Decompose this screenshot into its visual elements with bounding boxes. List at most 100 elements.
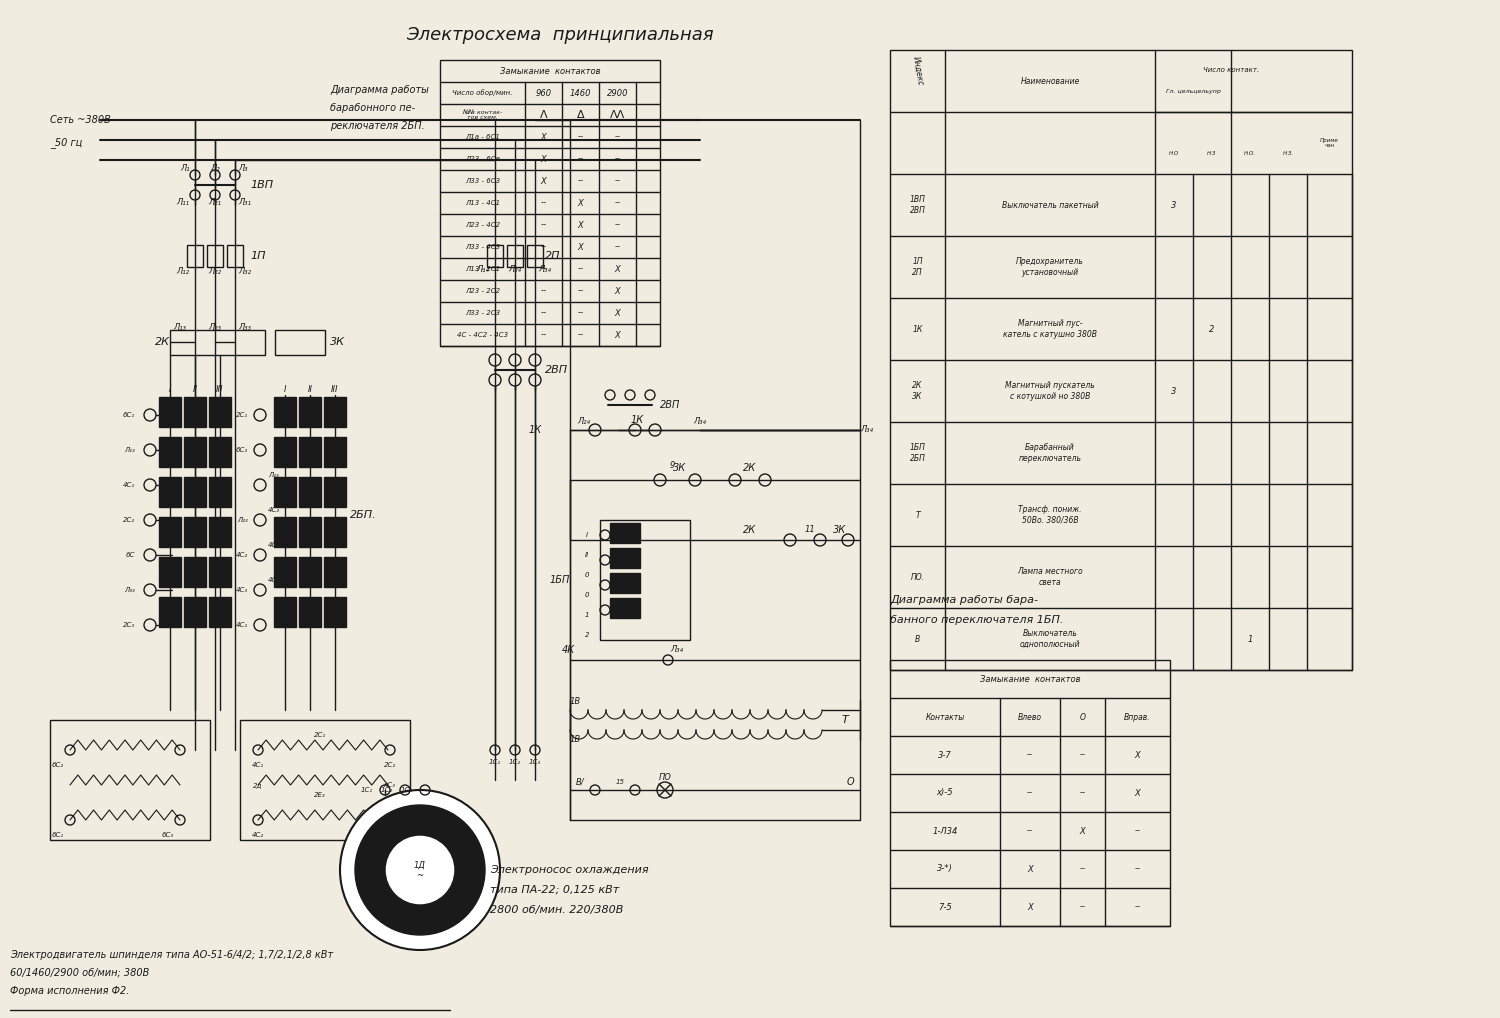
Text: Н.О.: Н.О.	[1244, 151, 1256, 156]
Text: 1ВП: 1ВП	[251, 180, 273, 190]
Bar	[274, 597, 296, 627]
Text: --: --	[1134, 903, 1140, 911]
Text: 2П: 2П	[544, 251, 561, 261]
Text: 3-*): 3-*)	[938, 864, 952, 873]
Text: T: T	[842, 715, 849, 725]
Text: 9: 9	[670, 460, 675, 469]
Text: Л33 - 4С3: Л33 - 4С3	[465, 244, 500, 250]
Bar	[610, 598, 640, 618]
Bar	[159, 597, 182, 627]
Text: --: --	[1028, 827, 1033, 836]
Text: х)-5: х)-5	[936, 789, 954, 797]
Text: 1К: 1К	[528, 425, 542, 435]
Bar	[184, 597, 206, 627]
Text: 1ВП
2ВП: 1ВП 2ВП	[909, 195, 926, 215]
Text: Л33 - 6С3: Л33 - 6С3	[465, 178, 500, 184]
Text: 4С₁: 4С₁	[252, 762, 264, 768]
Text: Л₂₁: Л₂₁	[209, 197, 222, 207]
Text: X: X	[1134, 750, 1140, 759]
Text: 2ВП: 2ВП	[544, 365, 568, 375]
Bar	[184, 557, 206, 587]
Text: Н.З.: Н.З.	[1282, 151, 1293, 156]
Text: --: --	[615, 242, 621, 251]
Text: --: --	[1080, 750, 1086, 759]
Text: --: --	[540, 308, 546, 318]
Text: Л13 - 4С1: Л13 - 4С1	[465, 200, 500, 206]
Text: 2К: 2К	[154, 337, 170, 347]
Text: 2Е₃: 2Е₃	[314, 792, 326, 798]
Text: Диаграмма работы бара-: Диаграмма работы бара-	[890, 595, 1038, 605]
Text: I: I	[284, 386, 286, 395]
Bar	[507, 245, 524, 267]
Bar	[298, 477, 321, 507]
Text: 1П: 1П	[251, 251, 266, 261]
Text: Л₃₄: Л₃₄	[693, 417, 706, 427]
Text: Выключатель пакетный: Выключатель пакетный	[1002, 201, 1098, 210]
Text: 2К
3К: 2К 3К	[912, 382, 922, 401]
Bar	[610, 523, 640, 543]
Bar	[274, 330, 326, 355]
Text: X: X	[578, 242, 584, 251]
Circle shape	[356, 805, 484, 935]
Bar	[209, 477, 231, 507]
Text: Л₃₄: Л₃₄	[538, 266, 552, 275]
Text: ПО: ПО	[658, 774, 672, 783]
Text: 1С₂: 1С₂	[509, 759, 520, 765]
Text: 1П
2П: 1П 2П	[912, 258, 922, 277]
Text: Трансф. пониж.
50Во. 380/36В: Трансф. пониж. 50Во. 380/36В	[1019, 505, 1082, 524]
Text: Число обор/мин.: Число обор/мин.	[453, 90, 513, 97]
Text: --: --	[1134, 827, 1140, 836]
Text: 4С - 4С2 - 4С3: 4С - 4С2 - 4С3	[458, 332, 509, 338]
Text: X: X	[578, 199, 584, 208]
Text: --: --	[615, 199, 621, 208]
Text: Электродвигатель шпинделя типа АО-51-6/4/2; 1,7/2,1/2,8 кВт: Электродвигатель шпинделя типа АО-51-6/4…	[10, 950, 333, 960]
Bar	[890, 50, 1352, 670]
Bar	[159, 477, 182, 507]
Text: ΛΛ: ΛΛ	[610, 110, 626, 120]
Text: II: II	[308, 386, 312, 395]
Text: X: X	[615, 265, 621, 274]
Bar	[274, 557, 296, 587]
Text: Л₁₃: Л₁₃	[124, 447, 135, 453]
Text: Сеть ~380В: Сеть ~380В	[50, 115, 111, 125]
Bar	[526, 245, 543, 267]
Bar	[209, 437, 231, 467]
Text: кС₃: кС₃	[384, 782, 396, 788]
Text: 60/1460/2900 об/мин; 380В: 60/1460/2900 об/мин; 380В	[10, 968, 150, 978]
Text: Л13 - 2С1: Л13 - 2С1	[465, 266, 500, 272]
Text: Число контакт.: Число контакт.	[1203, 67, 1258, 73]
Text: 0: 0	[585, 592, 590, 598]
Text: Л₂₃: Л₂₃	[268, 472, 279, 478]
Text: III: III	[216, 386, 223, 395]
Text: --: --	[1080, 789, 1086, 797]
Text: 2: 2	[1209, 325, 1215, 334]
Bar	[274, 477, 296, 507]
Text: 6С₁: 6С₁	[123, 412, 135, 418]
Bar	[274, 437, 296, 467]
Bar	[159, 557, 182, 587]
Bar	[298, 437, 321, 467]
Bar	[159, 517, 182, 547]
Text: 4С₂: 4С₂	[236, 552, 248, 558]
Text: 1460: 1460	[570, 89, 591, 98]
Bar	[184, 477, 206, 507]
Text: 4С₃: 4С₃	[236, 587, 248, 593]
Text: Л₂₄: Л₂₄	[509, 266, 522, 275]
Text: Выключатель
однополюсный: Выключатель однополюсный	[1020, 629, 1080, 648]
Text: 2900: 2900	[606, 89, 628, 98]
Text: III: III	[332, 386, 339, 395]
Text: X: X	[578, 221, 584, 229]
Text: Л₁₁: Л₁₁	[177, 197, 189, 207]
Text: Магнитный пус-
катель с катушно 380В: Магнитный пус- катель с катушно 380В	[1004, 320, 1096, 339]
Text: Л33 - 2С3: Л33 - 2С3	[465, 310, 500, 316]
Bar	[274, 397, 296, 427]
Text: Барабанный
переключатель: Барабанный переключатель	[1019, 443, 1082, 463]
Text: 2: 2	[585, 632, 590, 638]
Text: типа ПА-22; 0,125 кВт: типа ПА-22; 0,125 кВт	[490, 885, 620, 895]
Text: 1К: 1К	[630, 415, 644, 425]
Text: --: --	[578, 176, 584, 185]
Text: Л₂₄: Л₂₄	[578, 417, 590, 427]
Text: X: X	[615, 286, 621, 295]
Text: Л23 - 2С2: Л23 - 2С2	[465, 288, 500, 294]
Text: Л₂₃: Л₂₃	[209, 323, 222, 332]
